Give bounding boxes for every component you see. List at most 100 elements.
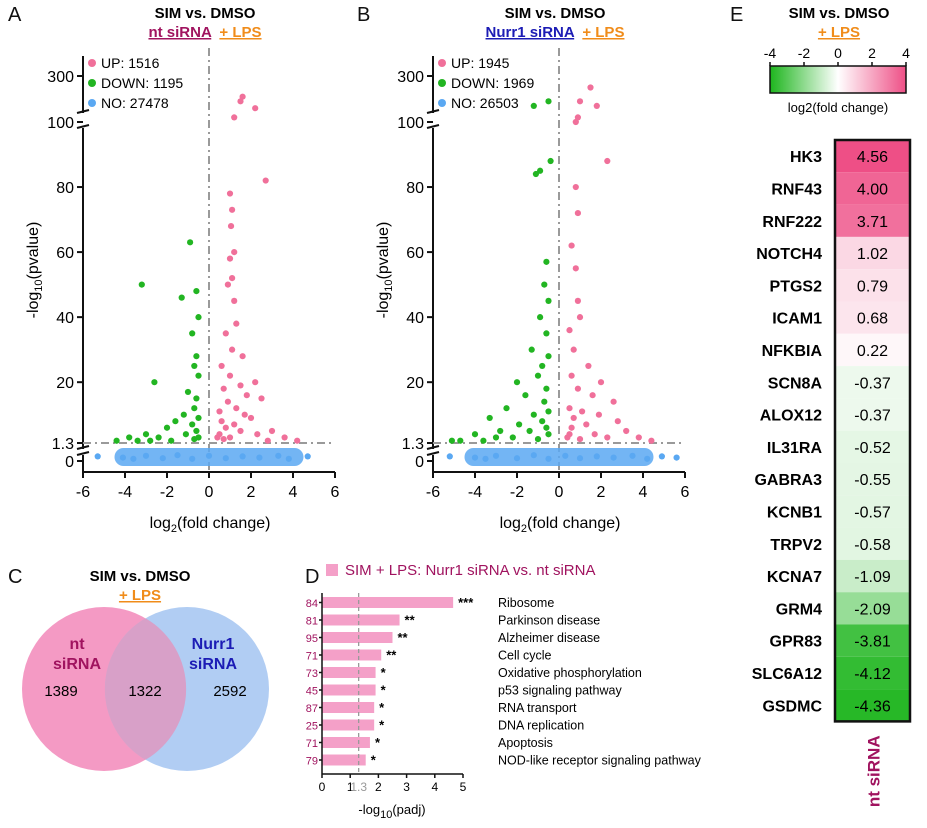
subtitle-a: nt siRNA + LPS: [148, 24, 261, 41]
bar-4: [322, 667, 376, 678]
volcano-b-point-up: [570, 346, 577, 353]
volcano-a-point-down: [113, 437, 120, 444]
volcano-a-legend-label-2: NO: 27478: [101, 95, 169, 111]
bar-category-label: Ribosome: [498, 596, 554, 610]
heatmap-gene-label: RNF43: [771, 181, 822, 198]
volcano-plot-a: SIM vs. DMSO nt siRNA + LPS 01.320406080…: [25, 5, 340, 535]
volcano-b-y-axis-label: -log10(pvalue): [375, 222, 395, 319]
volcano-a-point-up: [247, 414, 255, 422]
volcano-b-point-down: [545, 408, 552, 415]
heatmap-cell: [835, 689, 910, 722]
volcano-a-point-down: [178, 294, 185, 301]
volcano-a-y-tick-label: 20: [56, 375, 74, 392]
bar-significance: *: [381, 683, 387, 698]
volcano-b-y-tick-label: 20: [406, 375, 424, 392]
volcano-a-point-up: [220, 435, 227, 443]
bar-9: [322, 754, 366, 766]
colorbar-tick-label: -2: [798, 45, 811, 61]
heatmap-subtitle-lps: + LPS: [818, 24, 860, 41]
volcano-a-point-up: [231, 248, 238, 256]
volcano-a-point-down: [138, 281, 145, 288]
volcano-a-point-up: [224, 281, 231, 288]
volcano-b-point-no: [658, 453, 665, 460]
volcano-b-point-no: [673, 454, 680, 461]
volcano-b-y-tick-label: 0: [415, 454, 424, 471]
bar-x-tick-label: 5: [460, 780, 467, 794]
volcano-a-point-up: [218, 418, 225, 425]
volcano-b-point-down: [541, 398, 548, 405]
heatmap-cell: [835, 559, 910, 593]
volcano-b-point-down: [471, 431, 479, 438]
volcano-b-point-down: [547, 157, 554, 165]
volcano-b-x-tick-label: 0: [555, 484, 564, 501]
volcano-b-point-down: [545, 297, 552, 304]
volcano-a-point-down: [191, 362, 198, 370]
volcano-b-legend-label-2: NO: 26503: [451, 95, 519, 111]
heatmap-cell: [835, 495, 910, 528]
volcano-b-point-down: [480, 437, 487, 444]
heatmap-gene-label: NFKBIA: [762, 343, 823, 360]
volcano-a-point-up: [231, 114, 238, 121]
volcano-a-point-up: [254, 431, 261, 438]
bar-significance: **: [398, 630, 409, 645]
volcano-a-point-no: [275, 452, 282, 459]
heatmap-cell-value: -4.12: [854, 666, 891, 683]
bar-gene-count: 25: [306, 721, 318, 733]
volcano-b-point-down: [492, 434, 500, 441]
volcano-a-x-tick-label: 4: [289, 484, 298, 501]
venn-label-nt-line1: nt: [69, 636, 85, 653]
volcano-b-point-down: [543, 330, 550, 337]
volcano-a-point-up: [226, 255, 234, 262]
heatmap-gene-label: IL31RA: [767, 440, 823, 457]
subtitle-b-siRNA: Nurr1 siRNA: [486, 24, 575, 41]
volcano-a-point-down: [172, 418, 179, 425]
volcano-a-point-up: [226, 190, 234, 197]
volcano-a-point-up: [229, 346, 236, 353]
volcano-b-point-down: [509, 434, 516, 441]
volcano-b-point-up: [604, 157, 611, 165]
volcano-b-point-down: [503, 405, 510, 412]
colorbar-tick-label: 0: [834, 45, 842, 61]
heatmap-cell-value: 0.68: [857, 311, 888, 328]
volcano-b-point-down: [530, 411, 537, 418]
volcano-a-point-up: [239, 353, 246, 360]
bar-5: [322, 684, 376, 696]
volcano-b-point-down: [448, 437, 455, 444]
volcano-a-point-down: [147, 437, 154, 444]
heatmap-cell: [835, 398, 910, 431]
venn-label-nt-line2: siRNA: [53, 656, 101, 673]
volcano-b-point-down: [516, 421, 523, 428]
venn-diagram: SIM vs. DMSO + LPS nt siRNA Nurr1 siRNA …: [22, 568, 269, 771]
venn-count-nurr1-only: 2592: [213, 683, 246, 700]
volcano-a-point-down: [155, 434, 162, 441]
volcano-a-point-up: [231, 297, 238, 304]
volcano-a-point-up: [281, 434, 288, 441]
volcano-a-point-no: [130, 455, 137, 462]
volcano-a-axis-break-mark: [76, 445, 90, 450]
volcano-a-point-down: [193, 353, 200, 360]
heatmap-gene-label: GPR83: [770, 634, 823, 651]
heatmap-cell-value: -0.58: [854, 537, 891, 554]
bar-legend-swatch: [326, 564, 338, 576]
heatmap-gene-label: GRM4: [776, 601, 822, 618]
heatmap-cell: [835, 269, 910, 302]
volcano-a-x-tick-label: 6: [331, 484, 340, 501]
volcano-b-point-no: [513, 455, 521, 462]
volcano-b-x-tick-label: 2: [597, 484, 606, 501]
volcano-b-point-no: [446, 453, 453, 460]
colorbar-label: log2(fold change): [788, 100, 888, 115]
bar-category-label: Parkinson disease: [498, 614, 600, 628]
volcano-a-point-down: [189, 421, 196, 428]
bar-legend-label: SIM + LPS: Nurr1 siRNA vs. nt siRNA: [345, 562, 595, 579]
heatmap-genes: SIM vs. DMSO + LPS -4 -2 0 2 4 log2(fold chan…: [752, 5, 912, 807]
volcano-b-point-no: [545, 455, 552, 462]
bar-gene-count: 87: [306, 703, 318, 715]
volcano-b-point-up: [574, 209, 581, 217]
volcano-a-legend-label-0: UP: 1516: [101, 55, 160, 71]
volcano-b-point-down: [457, 437, 464, 444]
bar-0: [322, 597, 454, 608]
volcano-b-point-no: [593, 453, 600, 460]
volcano-b-legend-label-1: DOWN: 1969: [451, 75, 534, 91]
volcano-b-point-up: [566, 405, 573, 412]
bar-threshold-label: 1.3: [350, 780, 367, 794]
